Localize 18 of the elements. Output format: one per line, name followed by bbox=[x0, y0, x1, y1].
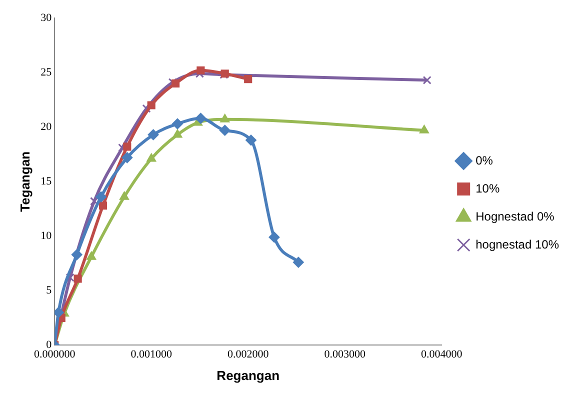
y-tick-label: 5 bbox=[46, 284, 52, 297]
legend-label: 0% bbox=[476, 153, 494, 168]
y-tick-label: 30 bbox=[40, 12, 52, 24]
y-tick-label: 15 bbox=[40, 175, 52, 188]
legend-label: hognestad 10% bbox=[476, 237, 560, 252]
legend-label: 10% bbox=[476, 181, 500, 196]
y-axis-title: Tegangan bbox=[17, 151, 32, 212]
legend-label: Hognestad 0% bbox=[476, 209, 555, 224]
y-tick-label: 25 bbox=[40, 66, 52, 78]
x-tick-label: 0.000000 bbox=[34, 348, 76, 361]
x-tick-label: 0.002000 bbox=[227, 348, 270, 361]
x-tick-label: 0.004000 bbox=[420, 348, 463, 361]
y-tick-label: 20 bbox=[40, 120, 52, 133]
x-tick-label: 0.003000 bbox=[324, 348, 366, 361]
y-tick-label: 10 bbox=[40, 230, 52, 242]
x-tick-label: 0.001000 bbox=[130, 348, 172, 361]
x-axis-title: Regangan bbox=[216, 368, 280, 383]
y-tick-label: 0 bbox=[46, 339, 52, 352]
